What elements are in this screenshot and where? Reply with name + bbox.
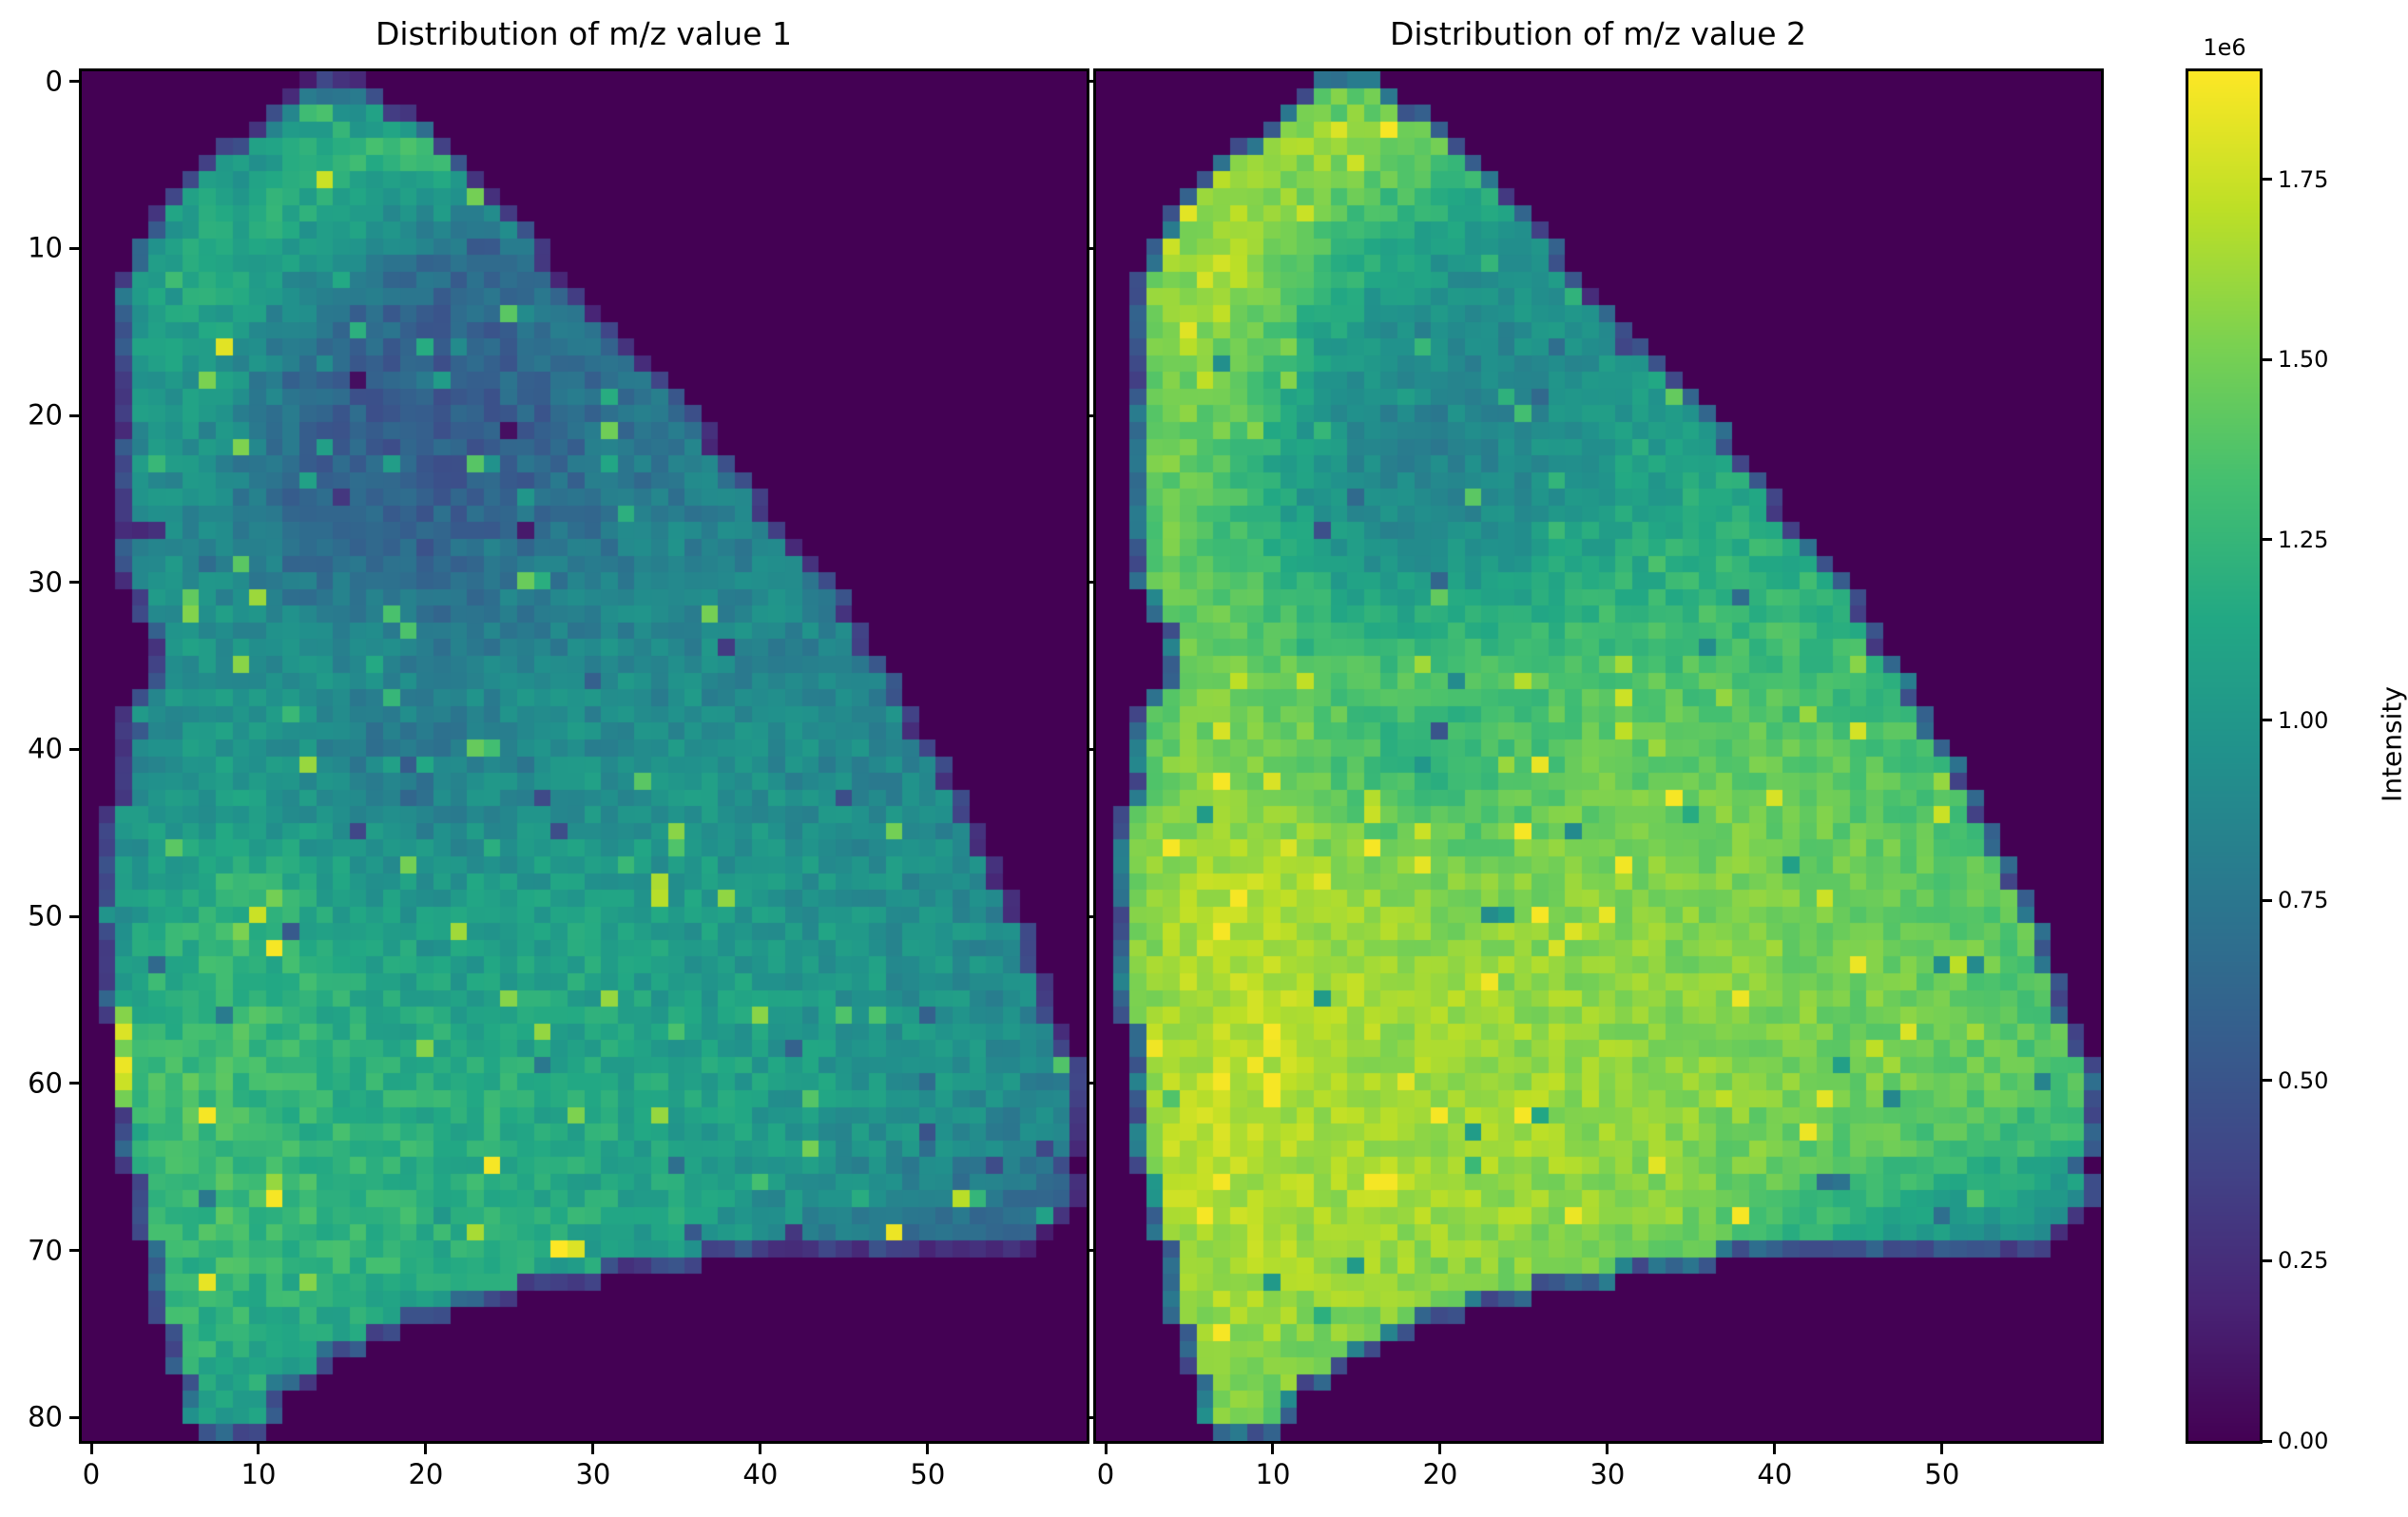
x-tick-label: 50 bbox=[1924, 1458, 1960, 1490]
y-tick-mark bbox=[69, 747, 80, 751]
y-tick-mark bbox=[69, 80, 80, 84]
y-tick-mark bbox=[1088, 1415, 1094, 1419]
y-tick-mark bbox=[69, 914, 80, 918]
x-tick-mark bbox=[1271, 1443, 1275, 1454]
x-tick-mark bbox=[1940, 1443, 1944, 1454]
x-tick-label: 0 bbox=[1096, 1458, 1115, 1490]
colorbar-axis-label: Intensity bbox=[2376, 686, 2408, 802]
y-tick-label: 10 bbox=[28, 231, 63, 264]
colorbar-tick-label: 1.50 bbox=[2278, 346, 2329, 374]
y-tick-mark bbox=[1088, 413, 1094, 417]
x-tick-label: 0 bbox=[82, 1458, 101, 1490]
colorbar-tick-label: 0.50 bbox=[2278, 1066, 2329, 1094]
y-tick-mark bbox=[1088, 581, 1094, 585]
x-tick-mark bbox=[1438, 1443, 1442, 1454]
colorbar-tick-label: 1.25 bbox=[2278, 526, 2329, 553]
x-tick-label: 50 bbox=[910, 1458, 946, 1490]
x-tick-mark bbox=[1606, 1443, 1609, 1454]
plot1-title: Distribution of m/z value 1 bbox=[375, 15, 793, 52]
colorbar-gradient bbox=[2188, 71, 2260, 1441]
x-tick-label: 10 bbox=[241, 1458, 277, 1490]
colorbar-tick-mark bbox=[2263, 1258, 2272, 1262]
heatmap-plot-2 bbox=[1096, 71, 2101, 1441]
colorbar-offset-label: 1e6 bbox=[2203, 34, 2246, 61]
y-tick-mark bbox=[69, 1082, 80, 1085]
y-tick-mark bbox=[69, 413, 80, 417]
colorbar-tick-mark bbox=[2263, 1079, 2272, 1083]
colorbar bbox=[2186, 68, 2263, 1444]
y-tick-mark bbox=[1088, 914, 1094, 918]
colorbar-tick-mark bbox=[2263, 1439, 2272, 1443]
colorbar-tick-label: 0.00 bbox=[2278, 1428, 2329, 1454]
y-tick-label: 70 bbox=[28, 1234, 63, 1267]
x-tick-label: 20 bbox=[408, 1458, 444, 1490]
x-tick-mark bbox=[591, 1443, 595, 1454]
x-tick-mark bbox=[424, 1443, 428, 1454]
y-tick-label: 0 bbox=[45, 65, 63, 98]
y-tick-mark bbox=[69, 246, 80, 250]
y-tick-label: 60 bbox=[28, 1066, 63, 1100]
x-tick-label: 30 bbox=[1589, 1458, 1626, 1490]
x-tick-label: 40 bbox=[742, 1458, 779, 1490]
colorbar-tick-mark bbox=[2263, 719, 2272, 722]
x-tick-label: 10 bbox=[1255, 1458, 1291, 1490]
colorbar-tick-mark bbox=[2263, 357, 2272, 361]
colorbar-tick-mark bbox=[2263, 538, 2272, 542]
colorbar-tick-label: 0.25 bbox=[2278, 1247, 2329, 1275]
y-tick-label: 30 bbox=[28, 566, 63, 599]
x-tick-mark bbox=[257, 1443, 260, 1454]
y-tick-mark bbox=[69, 1415, 80, 1419]
plot2-title: Distribution of m/z value 2 bbox=[1389, 15, 1807, 52]
x-tick-mark bbox=[89, 1443, 93, 1454]
x-tick-mark bbox=[926, 1443, 930, 1454]
plot2-axes bbox=[1093, 68, 2104, 1444]
colorbar-tick-label: 0.75 bbox=[2278, 887, 2329, 914]
colorbar-tick-label: 1.00 bbox=[2278, 706, 2329, 734]
y-tick-mark bbox=[1088, 1082, 1094, 1085]
y-tick-mark bbox=[1088, 1249, 1094, 1253]
x-tick-mark bbox=[1104, 1443, 1108, 1454]
y-tick-mark bbox=[1088, 747, 1094, 751]
y-tick-label: 50 bbox=[28, 899, 63, 932]
x-tick-label: 30 bbox=[575, 1458, 611, 1490]
y-tick-mark bbox=[1088, 80, 1094, 84]
plot1-axes bbox=[79, 68, 1089, 1444]
y-tick-label: 40 bbox=[28, 732, 63, 765]
x-tick-mark bbox=[1773, 1443, 1777, 1454]
y-tick-mark bbox=[69, 581, 80, 585]
x-tick-mark bbox=[759, 1443, 762, 1454]
colorbar-tick-mark bbox=[2263, 898, 2272, 902]
x-tick-label: 20 bbox=[1422, 1458, 1458, 1490]
y-tick-mark bbox=[1088, 246, 1094, 250]
y-tick-label: 20 bbox=[28, 398, 63, 432]
heatmap-plot-1 bbox=[82, 71, 1087, 1441]
y-tick-label: 80 bbox=[28, 1400, 63, 1433]
colorbar-tick-mark bbox=[2263, 178, 2272, 182]
x-tick-label: 40 bbox=[1757, 1458, 1793, 1490]
y-tick-mark bbox=[69, 1249, 80, 1253]
colorbar-tick-label: 1.75 bbox=[2278, 165, 2329, 193]
